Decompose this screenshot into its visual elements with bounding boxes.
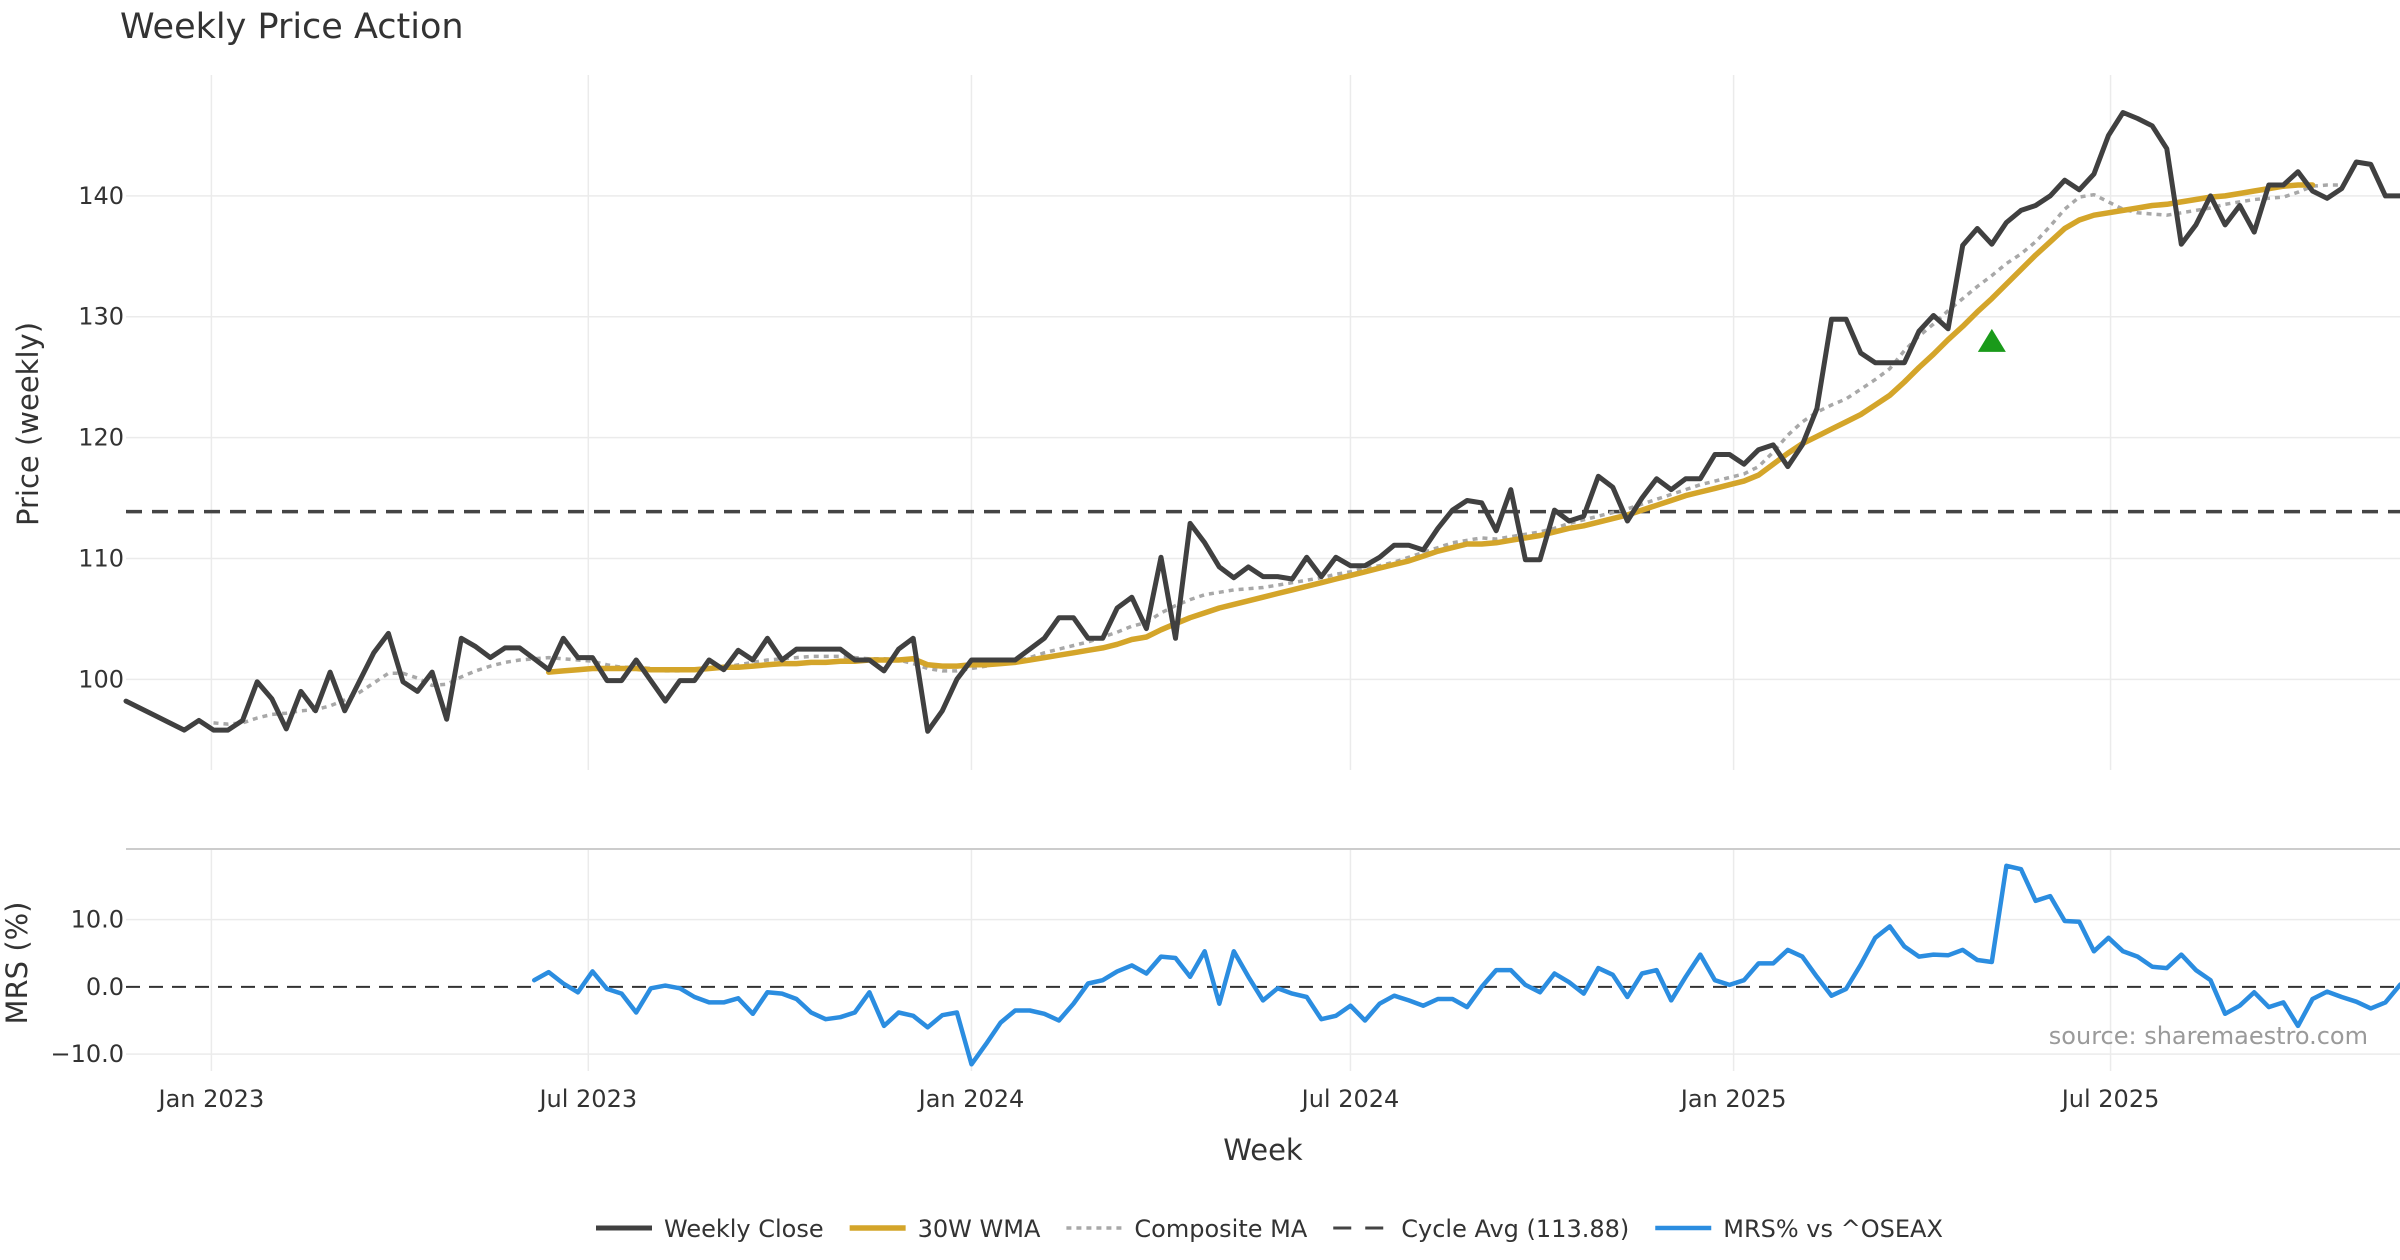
legend-label: Cycle Avg (113.88)	[1401, 1215, 1629, 1243]
chart-title: Weekly Price Action	[120, 7, 464, 47]
signal-markers	[1977, 328, 2006, 352]
mrs-y-axis: 10.0 0.0 −10.0	[50, 906, 124, 1069]
x-tick-label: Jul 2023	[537, 1085, 637, 1113]
mrs-vs-oseax-line	[531, 863, 2400, 1067]
buy-signal-marker	[1977, 328, 2006, 352]
legend-label: 30W WMA	[918, 1215, 1041, 1243]
mrs-y-tick-label: −10.0	[50, 1040, 124, 1068]
price-y-tick-label: 100	[78, 665, 124, 693]
legend-label: Weekly Close	[664, 1215, 824, 1243]
price-series	[123, 110, 2400, 734]
mrs-y-axis-label: MRS (%)	[0, 902, 34, 1025]
source-annotation: source: sharemaestro.com	[2049, 1022, 2368, 1050]
price-y-tick-label: 120	[78, 424, 124, 452]
legend-label: Composite MA	[1134, 1215, 1307, 1243]
x-tick-label: Jan 2024	[917, 1085, 1025, 1113]
mrs-series	[126, 863, 2400, 1067]
x-axis: Jan 2023 Jul 2023 Jan 2024 Jul 2024 Jan 2025…	[157, 1085, 2160, 1113]
weekly-close-line	[123, 110, 2400, 734]
chart-legend: Weekly Close 30W WMA Composite MA Cycle Avg…	[596, 1215, 1943, 1243]
x-tick-label: Jan 2023	[157, 1085, 265, 1113]
y-gridlines	[126, 195, 2400, 1055]
x-tick-label: Jul 2024	[1300, 1085, 1400, 1113]
price-y-axis: 100 110 120 130 140	[78, 182, 124, 693]
composite-ma-line	[213, 183, 2342, 726]
price-y-axis-label: Price (weekly)	[11, 322, 45, 526]
x-gridlines	[210, 75, 2112, 1071]
price-y-tick-label: 140	[78, 182, 124, 210]
x-axis-label: Week	[1223, 1133, 1303, 1167]
price-y-tick-label: 110	[78, 544, 124, 572]
x-tick-label: Jan 2025	[1679, 1085, 1787, 1113]
price-y-tick-label: 130	[78, 303, 124, 331]
mrs-y-tick-label: 0.0	[86, 973, 124, 1001]
30w-wma-line	[545, 182, 2316, 675]
legend-label: MRS% vs ^OSEAX	[1723, 1215, 1943, 1243]
mrs-y-tick-label: 10.0	[71, 906, 124, 934]
x-tick-label: Jul 2025	[2060, 1085, 2160, 1113]
